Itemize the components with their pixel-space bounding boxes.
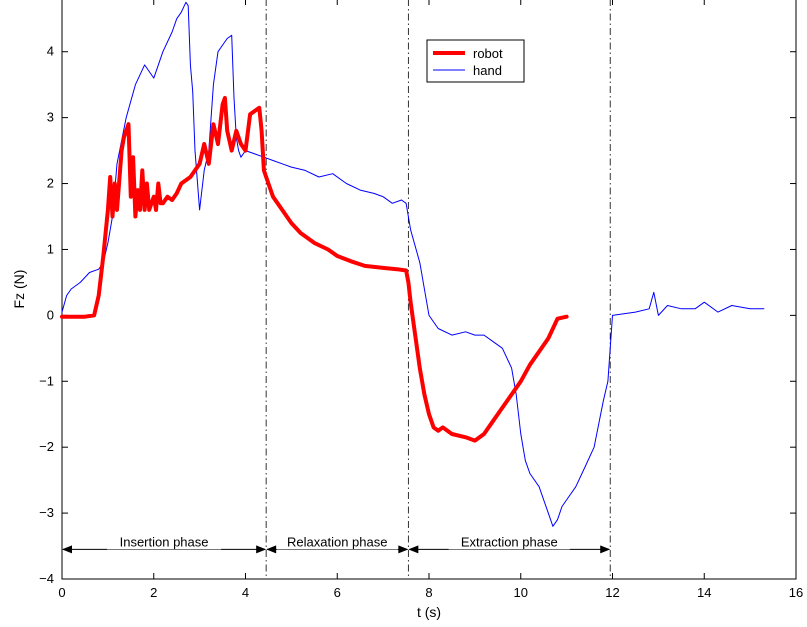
x-tick-label: 10 <box>514 585 528 600</box>
phase-arrow-head-right <box>600 545 611 554</box>
y-tick-label: 0 <box>47 307 54 322</box>
y-tick-label: −3 <box>39 505 54 520</box>
phase-arrow-head-right <box>256 545 267 554</box>
phase-label: Relaxation phase <box>287 534 387 549</box>
y-tick-label: 3 <box>47 110 54 125</box>
plot-frame <box>61 0 797 580</box>
phase-label-bg <box>276 535 398 550</box>
y-tick-label: −4 <box>39 571 54 586</box>
legend-label-robot: robot <box>473 46 503 61</box>
x-tick-label: 16 <box>789 585 803 600</box>
phase-label-bg <box>107 535 222 550</box>
legend: robot hand <box>426 39 525 83</box>
x-tick-label: 12 <box>605 585 619 600</box>
x-tick-label: 2 <box>150 585 157 600</box>
legend-box <box>426 39 525 83</box>
phase-label-bg <box>448 535 570 550</box>
x-tick-label: 8 <box>425 585 432 600</box>
y-tick-label: 4 <box>47 44 54 59</box>
phase-arrow-head-left <box>408 545 419 554</box>
phase-boundaries <box>265 0 611 579</box>
data-series <box>60 1 765 527</box>
phase-arrow-head-right <box>398 545 409 554</box>
y-axis-label: Fz (N) <box>11 270 27 309</box>
y-tick-label: 1 <box>47 241 54 256</box>
y-tick-label: 2 <box>47 176 54 191</box>
y-tick-label: −1 <box>39 373 54 388</box>
x-tick-label: 0 <box>58 585 65 600</box>
x-tick-label: 4 <box>242 585 249 600</box>
robot-series-line <box>60 95 569 443</box>
phase-arrow-head-left <box>62 545 72 554</box>
y-tick-label: −2 <box>39 439 54 454</box>
x-tick-label: 6 <box>334 585 341 600</box>
legend-label-hand: hand <box>473 63 502 78</box>
phase-label: Extraction phase <box>461 534 558 549</box>
phase-label: Insertion phase <box>120 534 209 549</box>
phase-annotations: Insertion phase Relaxation phase Extractio… <box>62 534 611 554</box>
x-axis-label: t (s) <box>417 604 441 620</box>
x-tick-label: 14 <box>697 585 711 600</box>
phase-arrow-head-left <box>266 545 277 554</box>
hand-series-line <box>61 1 765 527</box>
